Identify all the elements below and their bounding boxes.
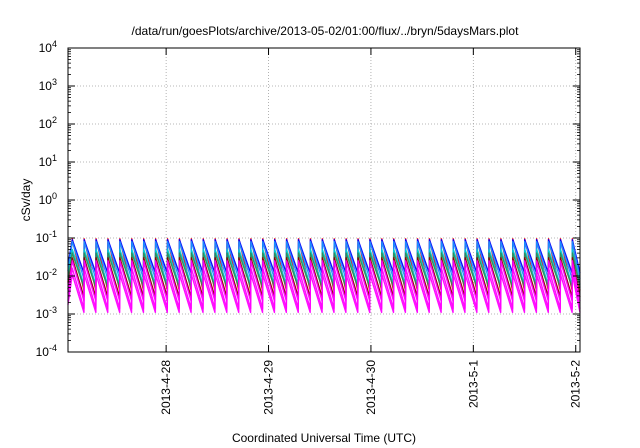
y-tick-base: 10: [39, 79, 53, 93]
x-tick-label: 2013-5-2: [569, 360, 583, 408]
chart-title: /data/run/goesPlots/archive/2013-05-02/0…: [132, 24, 520, 38]
y-tick-base: 10: [36, 345, 50, 359]
y-tick-label: 104: [39, 39, 57, 55]
y-tick-base: 10: [36, 231, 50, 245]
y-tick-label: 102: [39, 115, 57, 131]
y-tick-base: 10: [36, 269, 50, 283]
y-tick-base: 10: [39, 193, 53, 207]
y-tick-exponent: -1: [49, 229, 57, 239]
y-tick-exponent: 1: [52, 153, 57, 163]
y-tick-label: 10-4: [36, 343, 57, 359]
y-tick-base: 10: [39, 117, 53, 131]
y-tick-label: 103: [39, 77, 57, 93]
y-tick-base: 10: [39, 155, 53, 169]
y-tick-label: 10-1: [36, 229, 57, 245]
y-tick-label: 101: [39, 153, 57, 169]
y-tick-exponent: -3: [49, 305, 57, 315]
y-tick-base: 10: [39, 41, 53, 55]
x-axis-label: Coordinated Universal Time (UTC): [232, 431, 416, 445]
series-line: [67, 273, 581, 314]
x-tick-label: 2013-4-29: [262, 360, 276, 415]
series-line: [67, 267, 581, 310]
y-tick-exponent: 0: [52, 191, 57, 201]
x-tick-label: 2013-4-28: [159, 360, 173, 415]
y-tick-label: 10-2: [36, 267, 57, 283]
y-axis-label: cSv/day: [19, 179, 33, 222]
y-tick-exponent: 2: [52, 115, 57, 125]
x-tick-label: 2013-5-1: [466, 360, 480, 408]
x-tick-label: 2013-4-30: [364, 360, 378, 415]
y-tick-label: 100: [39, 191, 57, 207]
y-tick-label: 10-3: [36, 305, 57, 321]
x-axis: 2013-4-28 2013-4-29 2013-4-30 2013-5-1 2013-…: [159, 48, 583, 415]
y-tick-exponent: 4: [52, 39, 57, 49]
y-tick-exponent: -2: [49, 267, 57, 277]
series-group: [67, 238, 581, 314]
y-tick-exponent: -4: [49, 343, 57, 353]
grid: [68, 48, 580, 352]
y-tick-exponent: 3: [52, 77, 57, 87]
y-tick-base: 10: [36, 307, 50, 321]
